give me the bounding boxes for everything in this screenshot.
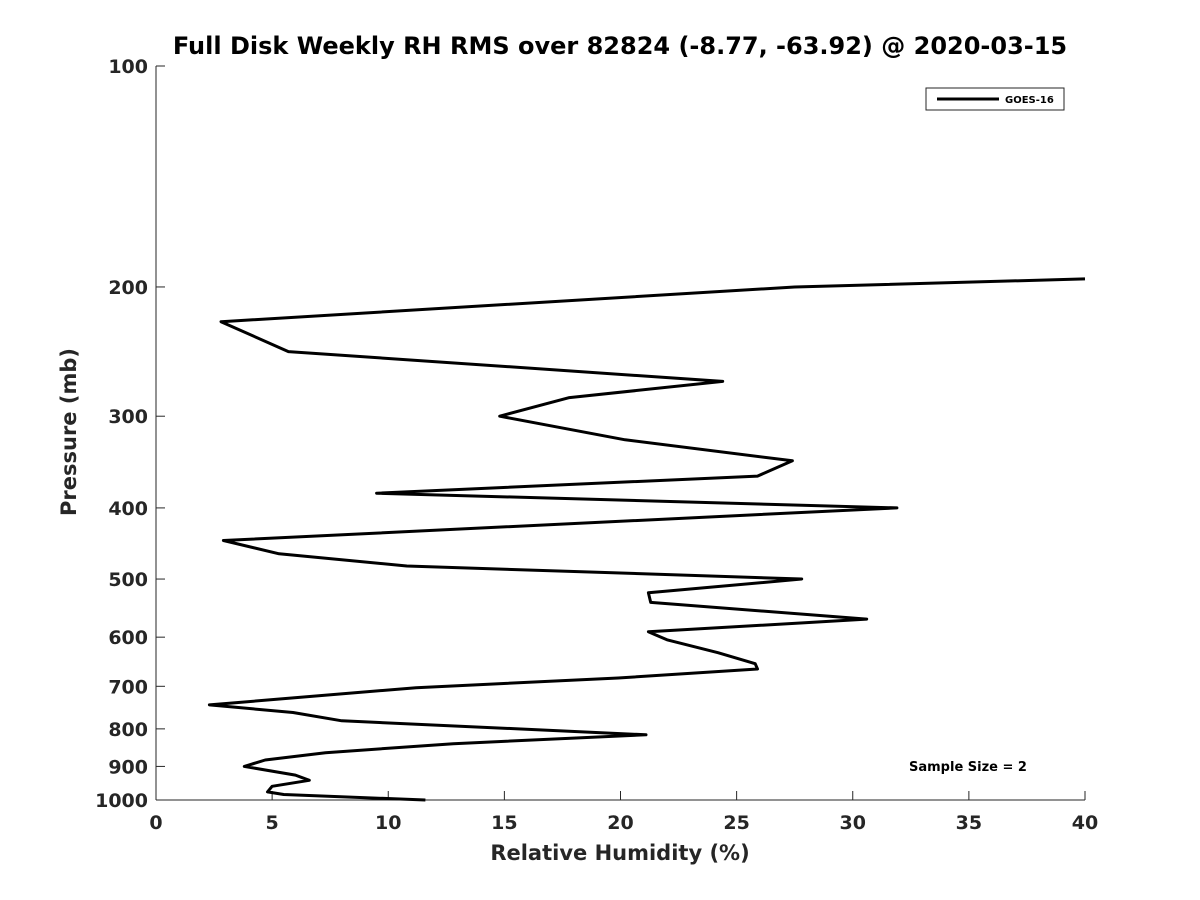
y-tick-label: 1000: [95, 790, 148, 812]
x-tick-label: 40: [1072, 812, 1098, 834]
chart-title: Full Disk Weekly RH RMS over 82824 (-8.7…: [173, 32, 1067, 60]
y-tick-label: 300: [108, 406, 148, 428]
x-tick-label: 35: [956, 812, 982, 834]
x-tick-label: 5: [266, 812, 279, 834]
y-tick-label: 100: [108, 56, 148, 78]
y-tick-label: 800: [108, 719, 148, 741]
x-tick-label: 25: [723, 812, 749, 834]
y-axis-label: Pressure (mb): [57, 348, 81, 516]
legend-entry-goes-16: GOES-16: [1005, 95, 1054, 106]
series-line-goes-16: [207, 277, 1086, 802]
x-tick-label: 20: [607, 812, 633, 834]
y-tick-label: 900: [108, 756, 148, 778]
y-tick-label: 200: [108, 277, 148, 299]
y-tick-label: 400: [108, 498, 148, 520]
sample-size-annotation: Sample Size = 2: [909, 760, 1027, 775]
x-tick-label: 15: [491, 812, 517, 834]
y-tick-label: 700: [108, 676, 148, 698]
x-tick-label: 30: [840, 812, 866, 834]
x-axis-ticks: 0 5 10 15 20 25 30 35 40: [149, 791, 1098, 834]
y-tick-label: 600: [108, 627, 148, 649]
x-tick-label: 0: [149, 812, 162, 834]
x-axis-label: Relative Humidity (%): [490, 841, 749, 865]
x-tick-label: 10: [375, 812, 401, 834]
legend: GOES-16: [925, 87, 1065, 111]
y-tick-label: 500: [108, 569, 148, 591]
y-axis-ticks: 100 200 300 400 500 600 700 800 900 1000: [95, 56, 165, 812]
